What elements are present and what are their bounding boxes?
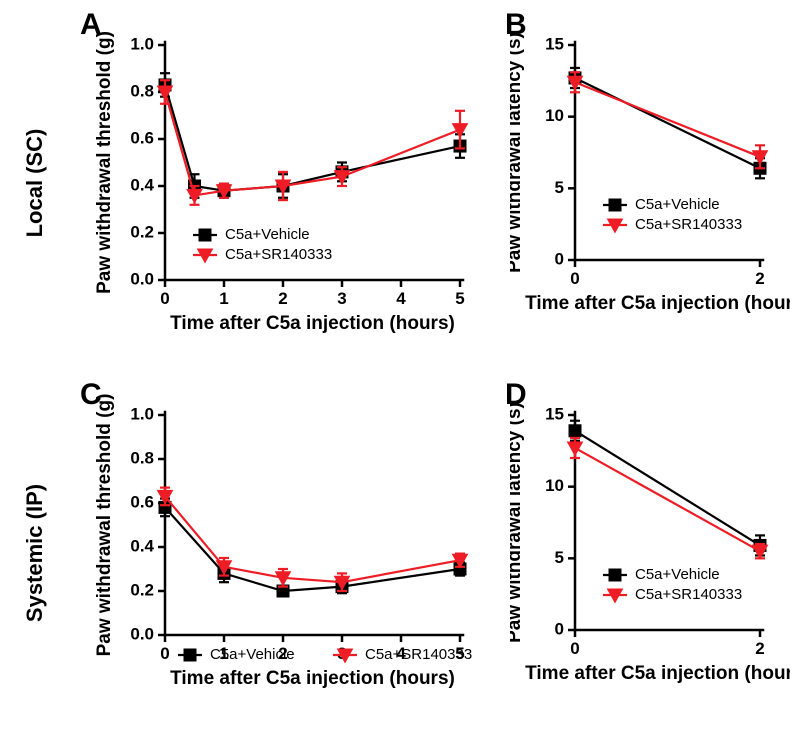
svg-text:2: 2 [278, 289, 287, 308]
svg-text:1.0: 1.0 [130, 34, 154, 53]
svg-text:Paw withdrawal threshold (g): Paw withdrawal threshold (g) [94, 31, 115, 294]
svg-text:1: 1 [219, 289, 228, 308]
svg-text:2: 2 [755, 269, 764, 288]
svg-text:0.0: 0.0 [130, 624, 154, 643]
svg-text:0.6: 0.6 [130, 492, 154, 511]
panel-d: 0 5 10 15 0 2 Time after C5a injection (hours)… [510, 380, 790, 715]
panel-a: 0.0 0.2 0.4 0.6 0.8 1.0 0 1 2 3 4 5Time after C5a i… [90, 10, 480, 340]
svg-text:C5a+SR140333: C5a+SR140333 [225, 246, 332, 263]
svg-text:Paw withdrawal latency (s): Paw withdrawal latency (s) [510, 402, 525, 643]
svg-text:0.4: 0.4 [130, 175, 154, 194]
svg-text:0.8: 0.8 [130, 448, 154, 467]
svg-text:C5a+SR140333: C5a+SR140333 [635, 216, 742, 233]
svg-text:0: 0 [555, 619, 564, 638]
row-label-local-sc: Local (SC) [22, 123, 48, 243]
svg-text:0.8: 0.8 [130, 81, 154, 100]
panel-b: 0 5 10 15 0 2 Time after C5a injection (hours)… [510, 10, 790, 340]
svg-text:Time after C5a injection (hour: Time after C5a injection (hours) [170, 313, 455, 334]
svg-text:0.6: 0.6 [130, 128, 154, 147]
svg-text:Paw withdrawal latency (s): Paw withdrawal latency (s) [510, 32, 525, 273]
figure-root: Local (SC) Systemic (IP) A B C D 0.00.20… [0, 0, 800, 737]
svg-text:2: 2 [755, 639, 764, 658]
svg-text:C5a+SR140333: C5a+SR140333 [635, 586, 742, 603]
svg-text:Paw withdrawal threshold (g): Paw withdrawal threshold (g) [94, 394, 115, 657]
svg-text:5: 5 [555, 178, 564, 197]
svg-text:C5a+Vehicle: C5a+Vehicle [225, 226, 310, 243]
svg-text:0.0: 0.0 [130, 269, 154, 288]
svg-text:0: 0 [570, 639, 579, 658]
svg-text:0: 0 [555, 249, 564, 268]
svg-text:Time after C5a injection (hour: Time after C5a injection (hours) [170, 668, 455, 689]
svg-text:15: 15 [545, 34, 564, 53]
svg-text:C5a+Vehicle: C5a+Vehicle [635, 566, 720, 583]
panel-c: 0.00.20.40.60.81.0012345Time after C5a i… [90, 380, 480, 715]
svg-text:1.0: 1.0 [130, 404, 154, 423]
svg-text:5: 5 [455, 289, 464, 308]
svg-text:10: 10 [545, 106, 564, 125]
svg-text:5: 5 [555, 548, 564, 567]
svg-text:0: 0 [570, 269, 579, 288]
svg-text:15: 15 [545, 404, 564, 423]
svg-text:10: 10 [545, 476, 564, 495]
svg-text:3: 3 [337, 289, 346, 308]
svg-text:Time after C5a injection (hour: Time after C5a injection (hours) [525, 293, 790, 314]
svg-text:C5a+SR140333: C5a+SR140333 [365, 646, 472, 663]
svg-text:0: 0 [160, 644, 169, 663]
svg-text:0.2: 0.2 [130, 580, 154, 599]
svg-text:C5a+Vehicle: C5a+Vehicle [635, 196, 720, 213]
row-label-systemic-ip: Systemic (IP) [22, 483, 48, 623]
svg-text:0.4: 0.4 [130, 536, 154, 555]
svg-text:0: 0 [160, 289, 169, 308]
svg-text:C5a+Vehicle: C5a+Vehicle [210, 646, 295, 663]
svg-text:Time after C5a injection (hour: Time after C5a injection (hours) [525, 663, 790, 684]
svg-text:4: 4 [396, 289, 406, 308]
svg-text:0.2: 0.2 [130, 222, 154, 241]
